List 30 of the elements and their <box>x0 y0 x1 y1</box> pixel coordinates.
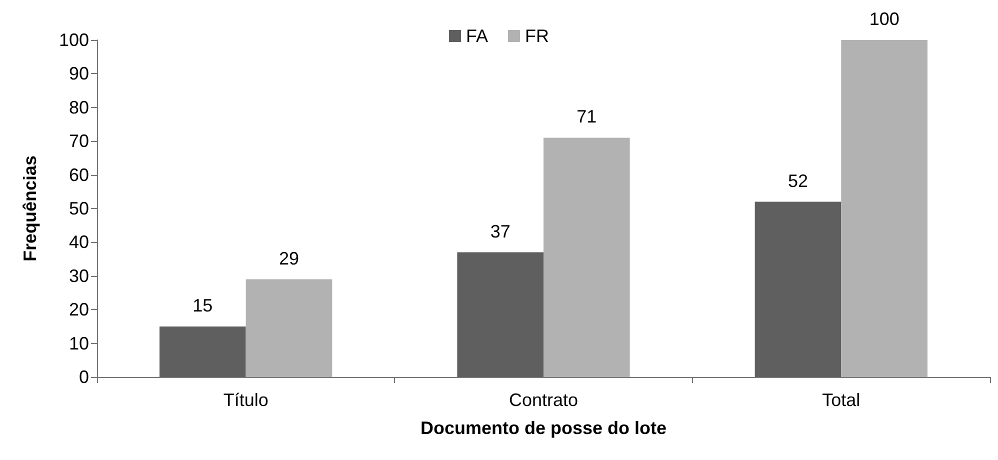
y-tick-label: 0 <box>78 367 89 387</box>
y-tick-label: 90 <box>68 64 89 84</box>
bar <box>754 202 842 377</box>
y-tick-label: 80 <box>68 97 89 118</box>
y-axis-title: Frequências <box>20 155 40 262</box>
y-tick-label: 20 <box>68 300 89 320</box>
data-label: 29 <box>278 248 300 268</box>
x-tick-label: Total <box>822 390 860 410</box>
data-label: 37 <box>490 221 510 242</box>
y-tick-label: 60 <box>68 164 89 185</box>
bar <box>160 326 246 377</box>
y-tick-label: 70 <box>68 131 89 152</box>
x-tick-label: Contrato <box>508 390 578 410</box>
y-tick-label: 50 <box>68 198 89 218</box>
legend-label: FR <box>525 26 550 46</box>
y-tick-label: 30 <box>68 266 89 286</box>
y-tick-label: 10 <box>68 333 89 354</box>
data-label: 100 <box>869 9 900 29</box>
x-axis-title: Documento de posse do lote <box>420 418 667 438</box>
bar <box>544 138 630 377</box>
data-label: 15 <box>192 295 213 316</box>
data-label: 52 <box>788 170 808 191</box>
y-tick-label: 40 <box>68 232 89 252</box>
data-label: 71 <box>576 106 597 127</box>
bar <box>457 252 544 377</box>
x-tick-label: Título <box>223 390 268 410</box>
bar <box>246 279 332 377</box>
bar <box>841 40 928 377</box>
legend-label: FA <box>466 26 488 46</box>
y-tick-label: 100 <box>58 30 89 50</box>
